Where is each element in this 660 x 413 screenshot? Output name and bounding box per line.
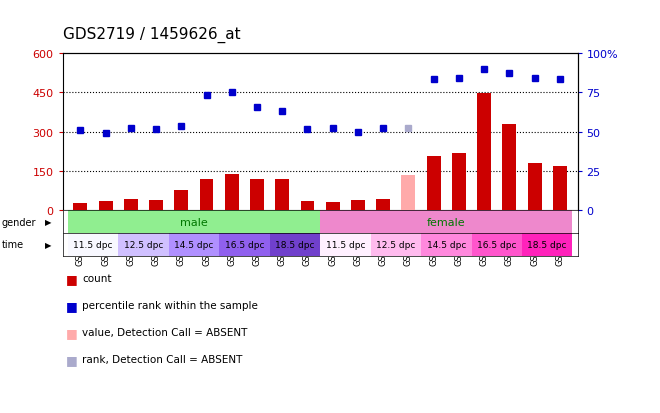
Bar <box>452 153 466 211</box>
Text: 16.5 dpc: 16.5 dpc <box>477 240 517 249</box>
Bar <box>68 211 320 233</box>
Text: count: count <box>82 274 112 284</box>
Text: gender: gender <box>1 217 36 227</box>
Text: ■: ■ <box>66 353 78 366</box>
Text: 16.5 dpc: 16.5 dpc <box>224 240 264 249</box>
Text: 12.5 dpc: 12.5 dpc <box>124 240 163 249</box>
Bar <box>225 174 239 211</box>
Text: value, Detection Call = ABSENT: value, Detection Call = ABSENT <box>82 328 248 337</box>
Bar <box>376 200 390 211</box>
Bar <box>199 179 213 211</box>
Bar <box>421 233 471 256</box>
Bar <box>427 157 441 211</box>
Text: female: female <box>427 217 465 227</box>
Text: 14.5 dpc: 14.5 dpc <box>426 240 466 249</box>
Text: 14.5 dpc: 14.5 dpc <box>174 240 214 249</box>
Text: male: male <box>180 217 208 227</box>
Bar <box>270 233 320 256</box>
Bar <box>477 94 491 211</box>
Bar <box>219 233 270 256</box>
Text: time: time <box>1 240 24 250</box>
Text: 12.5 dpc: 12.5 dpc <box>376 240 416 249</box>
Text: ■: ■ <box>66 326 78 339</box>
Bar <box>527 164 542 211</box>
Text: ▶: ▶ <box>45 240 51 249</box>
Bar <box>174 190 188 211</box>
Text: 18.5 dpc: 18.5 dpc <box>527 240 567 249</box>
Bar <box>250 180 264 211</box>
Bar <box>149 201 163 211</box>
Bar <box>401 176 415 211</box>
Bar <box>553 166 567 211</box>
Bar <box>275 179 289 211</box>
Bar <box>169 233 219 256</box>
Bar <box>68 233 118 256</box>
Text: ■: ■ <box>66 299 78 312</box>
Bar <box>300 202 314 211</box>
Bar <box>351 201 365 211</box>
Text: percentile rank within the sample: percentile rank within the sample <box>82 301 258 311</box>
Bar <box>124 200 138 211</box>
Bar <box>471 233 522 256</box>
Bar <box>320 233 370 256</box>
Text: ■: ■ <box>66 272 78 285</box>
Bar <box>73 204 87 211</box>
Bar <box>502 124 516 211</box>
Text: 18.5 dpc: 18.5 dpc <box>275 240 315 249</box>
Text: rank, Detection Call = ABSENT: rank, Detection Call = ABSENT <box>82 354 243 364</box>
Text: ▶: ▶ <box>45 218 51 227</box>
Bar <box>326 203 340 211</box>
Text: 11.5 dpc: 11.5 dpc <box>73 240 113 249</box>
Bar <box>522 233 572 256</box>
Bar <box>320 211 572 233</box>
Bar <box>118 233 169 256</box>
Text: 11.5 dpc: 11.5 dpc <box>325 240 365 249</box>
Text: GDS2719 / 1459626_at: GDS2719 / 1459626_at <box>63 27 240 43</box>
Bar <box>370 233 421 256</box>
Bar <box>98 202 113 211</box>
